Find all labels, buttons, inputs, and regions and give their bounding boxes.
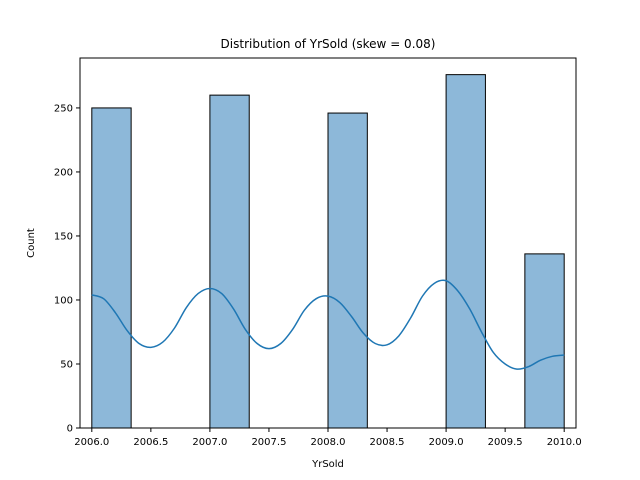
- histogram-bar-1: [91, 107, 132, 429]
- y-tick-label: 50: [60, 359, 73, 370]
- x-tick-label: 2008.0: [311, 437, 346, 448]
- y-tick-label: 100: [54, 295, 73, 306]
- kde-group: [91, 279, 565, 370]
- x-axis-title: YrSold: [311, 459, 344, 470]
- y-tick-label: 250: [54, 103, 73, 114]
- histogram-bar-5: [524, 253, 565, 429]
- kde-line: [91, 279, 565, 370]
- x-tick-label: 2006.0: [74, 437, 109, 448]
- x-tick-label: 2007.5: [251, 437, 286, 448]
- x-axis: 2006.0 2006.5 2007.0 2007.5 2008.0 2008.5 2009…: [74, 428, 582, 448]
- bars-group: [91, 74, 565, 429]
- x-tick-label: 2009.5: [488, 437, 523, 448]
- chart-title: Distribution of YrSold (skew = 0.08): [221, 37, 436, 51]
- x-tick-label: 2010.0: [547, 437, 582, 448]
- histogram-bar-4: [445, 74, 486, 429]
- x-tick-label: 2006.5: [133, 437, 168, 448]
- x-tick-label: 2008.5: [370, 437, 405, 448]
- histogram-bar-3: [327, 112, 368, 429]
- y-axis-title: Count: [26, 228, 37, 258]
- x-tick-label: 2009.0: [429, 437, 464, 448]
- y-tick-label: 150: [54, 231, 73, 242]
- y-axis: 0 50 100 150 200 250: [54, 103, 80, 435]
- y-tick-label: 0: [67, 424, 73, 435]
- x-tick-label: 2007.0: [192, 437, 227, 448]
- y-tick-label: 200: [54, 167, 73, 178]
- histogram-bar-2: [209, 94, 250, 429]
